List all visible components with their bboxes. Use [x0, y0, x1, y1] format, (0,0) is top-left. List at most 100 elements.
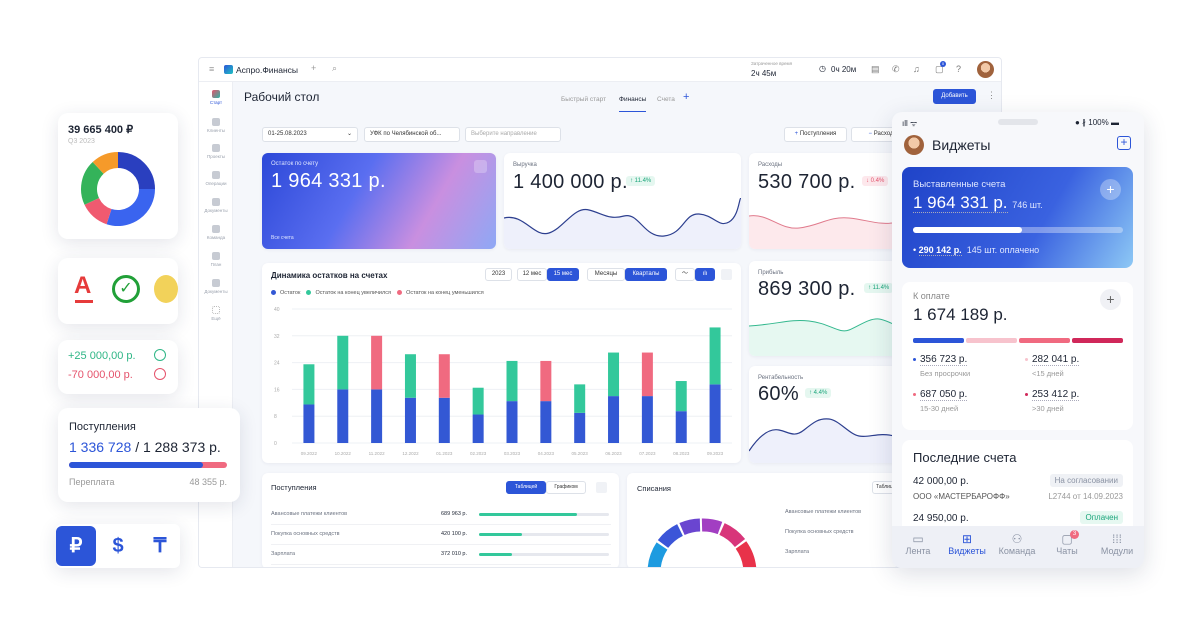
sidebar-item-operations[interactable]: Операции [199, 171, 233, 186]
bar-segment[interactable] [709, 384, 721, 443]
view-chart-button[interactable]: Графиком [546, 481, 586, 494]
tab-widgets[interactable]: ⊞ Виджеты [942, 532, 992, 556]
direction-filter[interactable]: Выберите направление [465, 127, 561, 142]
bar-segment[interactable] [371, 389, 383, 443]
income-row[interactable]: Покупка основных средств 420 100 р. [271, 527, 611, 545]
sidebar-item-plan[interactable]: План [199, 252, 233, 267]
bell-icon[interactable]: ♫ [913, 64, 920, 74]
invoices-widget[interactable]: Выставленные счета 1 964 331 р. 746 шт. … [902, 167, 1133, 268]
currency-kzt[interactable]: ₸ [153, 535, 167, 557]
sidebar-item-documents-2[interactable]: Документы [199, 279, 233, 294]
view-table-button[interactable]: Таблицей [506, 481, 546, 494]
account-filter[interactable]: УФК по Челябинской об... [364, 127, 460, 142]
user-avatar[interactable] [904, 135, 924, 155]
bar-segment[interactable] [608, 352, 620, 397]
drag-handle-icon[interactable] [596, 482, 607, 493]
currency-rub[interactable]: ₽ [56, 526, 96, 566]
bar-segment[interactable] [506, 401, 518, 443]
balance-card[interactable]: Остаток по счету 1 964 331 р. Все счета [262, 153, 496, 249]
donut-period: Q3 2023 [68, 138, 95, 145]
menu-icon[interactable]: ≡ [209, 64, 215, 74]
line-chart-icon[interactable]: 〜 [675, 268, 695, 281]
bar-segment[interactable] [337, 335, 349, 390]
tab-team[interactable]: ⚇ Команда [992, 532, 1042, 556]
income-row-bar [479, 513, 609, 516]
bar-segment[interactable] [675, 411, 687, 443]
bar-segment[interactable] [675, 381, 687, 412]
aging-item[interactable]: 356 723 р. Без просрочки [913, 354, 970, 378]
period-12m[interactable]: 12 мес [517, 268, 547, 281]
chat-badge: 0 [940, 61, 946, 67]
invoice-amount[interactable]: 24 950,00 р. [913, 513, 969, 524]
sidebar-item-more[interactable]: Ещё [199, 306, 233, 321]
bar-segment[interactable] [540, 401, 552, 443]
timer-value[interactable]: 0ч 20м [831, 65, 857, 74]
bar-segment[interactable] [438, 354, 450, 398]
bar-segment[interactable] [472, 414, 484, 443]
sidebar-item-documents[interactable]: Документы [199, 198, 233, 213]
search-icon[interactable]: ⌕ [332, 63, 338, 73]
timer-icon[interactable]: ◷ [819, 64, 826, 73]
currency-switcher: ₽ $ ₸ [56, 524, 180, 568]
add-tab-icon[interactable]: + [683, 91, 690, 103]
aging-item[interactable]: 282 041 р. <15 дней [1025, 354, 1080, 378]
recent-title: Последние счета [913, 450, 1017, 465]
bar-segment[interactable] [641, 396, 653, 443]
bar-segment[interactable] [371, 335, 383, 390]
bar-segment[interactable] [404, 354, 416, 398]
invoices-label: Выставленные счета [913, 179, 1006, 190]
group-quarters[interactable]: Кварталы [625, 268, 667, 281]
tab-chats[interactable]: ▢ Чаты [1042, 532, 1092, 556]
bar-segment[interactable] [303, 404, 315, 443]
sidebar-item-team[interactable]: Команда [199, 225, 233, 240]
bar-segment[interactable] [337, 389, 349, 443]
notes-icon[interactable]: ▤ [871, 64, 880, 74]
add-invoice-icon[interactable]: + [1100, 179, 1121, 200]
bar-segment[interactable] [641, 352, 653, 397]
phone-icon[interactable]: ✆ [892, 64, 900, 74]
bar-segment[interactable] [574, 412, 586, 443]
bar-segment[interactable] [608, 396, 620, 443]
more-icon[interactable]: ⋮ [987, 90, 996, 100]
drag-handle-icon[interactable] [474, 160, 487, 173]
bar-segment[interactable] [506, 360, 518, 402]
bar-segment[interactable] [540, 360, 552, 402]
tab-feed[interactable]: ▭ Лента [893, 532, 943, 556]
sidebar-item-projects[interactable]: Проекты [199, 144, 233, 159]
user-avatar[interactable] [977, 61, 994, 78]
view-table-button[interactable]: Таблицей [872, 481, 897, 494]
help-icon[interactable]: ? [956, 64, 962, 74]
add-widget-icon[interactable]: + [1117, 136, 1131, 150]
period-2023[interactable]: 2023 [485, 268, 512, 281]
bar-segment[interactable] [438, 397, 450, 443]
bar-segment[interactable] [709, 327, 721, 385]
chat-icon[interactable]: ▢ [935, 64, 944, 74]
aging-item[interactable]: 253 412 р. >30 дней [1025, 389, 1080, 413]
income-button[interactable]: + Поступления [784, 127, 847, 142]
add-payment-icon[interactable]: + [1100, 289, 1121, 310]
group-months[interactable]: Месяцы [587, 268, 625, 281]
income-row[interactable]: Зарплата 372 010 р. [271, 547, 611, 565]
tab-invoices[interactable]: Счета [657, 96, 675, 103]
tab-modules[interactable]: ⁞⁞⁞ Модули [1092, 532, 1142, 556]
bar-chart-icon[interactable]: ılı [695, 268, 715, 281]
plus-icon[interactable]: + [311, 63, 317, 73]
sidebar-item-start[interactable]: Старт [199, 90, 233, 105]
currency-usd[interactable]: $ [112, 535, 124, 557]
tab-quick-start[interactable]: Быстрый старт [561, 96, 607, 103]
sidebar-item-clients[interactable]: Клиенты [199, 118, 233, 133]
bar-segment[interactable] [404, 397, 416, 443]
invoice-amount[interactable]: 42 000,00 р. [913, 476, 969, 487]
drag-handle-icon[interactable] [721, 269, 732, 280]
tab-finance[interactable]: Финансы [619, 96, 647, 112]
period-15m[interactable]: 15 мес [547, 268, 579, 281]
bar-segment[interactable] [574, 384, 586, 413]
bar-segment[interactable] [303, 364, 315, 405]
add-button[interactable]: Добавить [933, 89, 976, 104]
profit-label: Прибыль [758, 270, 784, 276]
income-row[interactable]: Авансовые платежи клиентов 689 963 р. [271, 507, 611, 525]
aging-item[interactable]: 687 050 р. 15-30 дней [913, 389, 968, 413]
date-filter[interactable]: 01-25.08.2023 ⌄ [262, 127, 358, 142]
bar-segment[interactable] [472, 387, 484, 415]
to-pay-widget[interactable]: К оплате 1 674 189 р. + 356 723 р. Без пр… [902, 282, 1133, 430]
